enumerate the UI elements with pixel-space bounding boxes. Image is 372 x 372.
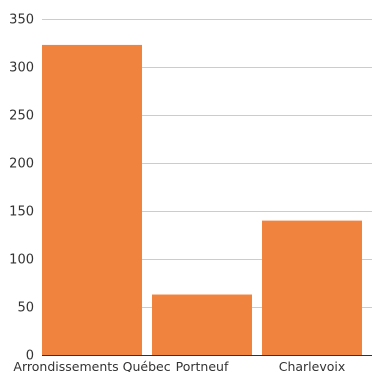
y-tick-label-250: 250 bbox=[9, 109, 34, 124]
y-tick-label-150: 150 bbox=[9, 205, 34, 220]
x-tick-label-2: Charlevoix bbox=[279, 359, 346, 372]
bar-1[interactable] bbox=[152, 294, 252, 355]
y-tick-label-200: 200 bbox=[9, 157, 34, 172]
y-axis-tick-labels: 0 50 100 150 200 250 300 350 bbox=[9, 13, 34, 364]
x-tick-label-0: Arrondissements Québec bbox=[13, 359, 170, 372]
bars bbox=[42, 44, 362, 356]
bar-2[interactable] bbox=[262, 220, 362, 355]
bar-0[interactable] bbox=[42, 44, 142, 356]
x-axis-category-labels: Arrondissements Québec Portneuf Charlevoix bbox=[13, 359, 345, 372]
x-tick-label-1: Portneuf bbox=[176, 359, 229, 372]
y-tick-label-100: 100 bbox=[9, 253, 34, 268]
y-tick-label-50: 50 bbox=[17, 301, 34, 316]
y-tick-label-0: 0 bbox=[26, 349, 34, 364]
y-tick-label-350: 350 bbox=[9, 13, 34, 28]
y-tick-label-300: 300 bbox=[9, 61, 34, 76]
